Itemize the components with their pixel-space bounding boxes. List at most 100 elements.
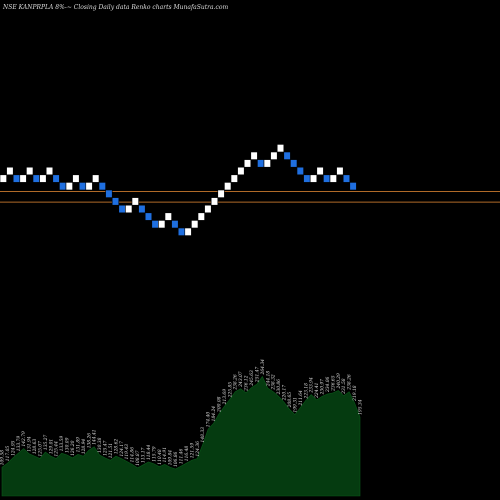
volume-value-label: 121.51 xyxy=(109,443,114,458)
volume-value-label: 220.17 xyxy=(283,385,288,402)
volume-value-label: 116.48 xyxy=(185,446,190,462)
volume-value-label: 124.36 xyxy=(196,441,201,457)
volume-value-label: 195.34 xyxy=(359,399,364,415)
volume-value-label: 121.59 xyxy=(190,443,195,459)
renko-brick-up xyxy=(204,204,212,214)
renko-brick-up xyxy=(158,220,166,229)
renko-brick-down xyxy=(323,174,331,183)
renko-brick-up xyxy=(263,159,271,168)
volume-value-label: 138.26 xyxy=(87,433,92,449)
renko-brick-up xyxy=(0,174,7,183)
renko-brick-down xyxy=(105,189,113,198)
volume-value-label: 223.18 xyxy=(304,383,309,400)
renko-brick-up xyxy=(164,212,172,221)
volume-labels: 109.58 117.05 124.95 133.79 142.79 131.94 128.… xyxy=(1,359,364,467)
renko-brick-up xyxy=(191,220,199,229)
renko-brick-down xyxy=(151,220,159,229)
volume-value-label: 128.62 xyxy=(114,439,119,455)
renko-bricks xyxy=(0,144,357,236)
volume-value-label: 114.86 xyxy=(131,447,136,463)
volume-value-label: 238.26 xyxy=(348,374,353,391)
renko-brick-down xyxy=(290,159,298,168)
volume-value-label: 130.09 xyxy=(66,437,71,453)
renko-brick-down xyxy=(171,220,179,229)
renko-brick-up xyxy=(26,166,34,176)
renko-brick-down xyxy=(52,174,60,183)
renko-brick-down xyxy=(32,174,40,183)
volume-value-label: 208.65 xyxy=(288,392,293,409)
volume-value-label: 231.58 xyxy=(342,378,347,395)
volume-value-label: 230.86 xyxy=(277,379,282,396)
volume-value-label: 108.87 xyxy=(136,450,141,466)
renko-brick-up xyxy=(6,166,14,176)
volume-area-path xyxy=(1,375,361,497)
volume-value-label: 142.79 xyxy=(22,431,27,447)
volume-value-label: 211.64 xyxy=(299,390,304,407)
volume-value-label: 125.07 xyxy=(38,441,43,457)
volume-value-label: 200.08 xyxy=(217,396,222,413)
volume-value-label: 114.91 xyxy=(163,447,168,462)
renko-brick-down xyxy=(59,182,67,191)
volume-value-label: 131.94 xyxy=(28,436,33,452)
volume-value-label: 243.07 xyxy=(239,371,244,388)
renko-brick-up xyxy=(92,174,100,183)
volume-value-label: 224.41 xyxy=(315,383,320,399)
volume-value-label: 131.89 xyxy=(76,437,81,453)
chart-title: NSE KANPRPLA 8%-~ Closing Daily data Ren… xyxy=(2,4,228,11)
volume-value-label: 126.20 xyxy=(71,440,76,456)
renko-brick-down xyxy=(342,174,351,183)
renko-brick-up xyxy=(309,174,318,183)
renko-brick-down xyxy=(303,174,311,183)
reference-lines xyxy=(0,191,500,203)
renko-brick-down xyxy=(283,151,291,160)
volume-value-label: 135.27 xyxy=(44,434,49,450)
volume-value-label: 238.26 xyxy=(234,374,239,391)
volume-value-label: 129.01 xyxy=(49,439,54,454)
renko-brick-up xyxy=(316,166,324,176)
renko-brick-up xyxy=(125,204,133,214)
renko-brick-down xyxy=(349,182,357,191)
renko-brick-up xyxy=(270,151,278,160)
volume-value-label: 106.86 xyxy=(174,451,179,467)
renko-brick-up xyxy=(276,144,285,153)
renko-brick-up xyxy=(72,174,80,183)
renko-brick-up xyxy=(19,174,27,183)
volume-value-label: 174.40 xyxy=(207,412,212,428)
renko-brick-up xyxy=(39,174,47,183)
renko-brick-up xyxy=(210,197,219,206)
volume-value-label: 119.43 xyxy=(125,444,130,460)
volume-value-label: 238.32 xyxy=(272,374,277,391)
renko-brick-up xyxy=(250,151,258,160)
volume-value-label: 236.65 xyxy=(331,375,336,392)
renko-brick-up xyxy=(230,174,238,183)
volume-value-label: 109.58 xyxy=(1,450,6,466)
renko-brick-down xyxy=(257,159,265,168)
volume-value-label: 225.85 xyxy=(228,382,233,399)
volume-value-label: 213.69 xyxy=(223,389,228,406)
volume-value-label: 240.29 xyxy=(337,373,342,390)
volume-value-label: 128.63 xyxy=(33,439,38,455)
renko-brick-down xyxy=(144,212,153,221)
renko-brick-down xyxy=(111,197,120,206)
renko-brick-up xyxy=(184,227,192,236)
renko-brick-up xyxy=(336,166,344,176)
renko-brick-down xyxy=(98,182,106,191)
volume-value-label: 115.79 xyxy=(152,446,157,462)
volume-value-label: 230.97 xyxy=(321,379,326,396)
volume-value-label: 133.59 xyxy=(60,436,65,452)
volume-value-label: 133.79 xyxy=(17,436,22,452)
volume-value-label: 130.38 xyxy=(98,437,103,453)
volume-value-label: 109.84 xyxy=(169,450,174,466)
volume-value-label: 244.18 xyxy=(266,371,271,388)
volume-value-label: 128.94 xyxy=(82,439,87,455)
volume-value-label: 234.06 xyxy=(326,376,331,393)
renko-brick-down xyxy=(78,182,87,191)
volume-value-label: 219.18 xyxy=(353,385,358,402)
renko-brick-down xyxy=(177,227,186,236)
volume-value-label: 148.33 xyxy=(201,427,206,443)
volume-value-label: 251.47 xyxy=(255,367,260,384)
volume-value-label: 236.12 xyxy=(245,375,250,392)
volume-value-label: 110.48 xyxy=(158,449,163,465)
volume-value-label: 184.24 xyxy=(212,406,217,422)
